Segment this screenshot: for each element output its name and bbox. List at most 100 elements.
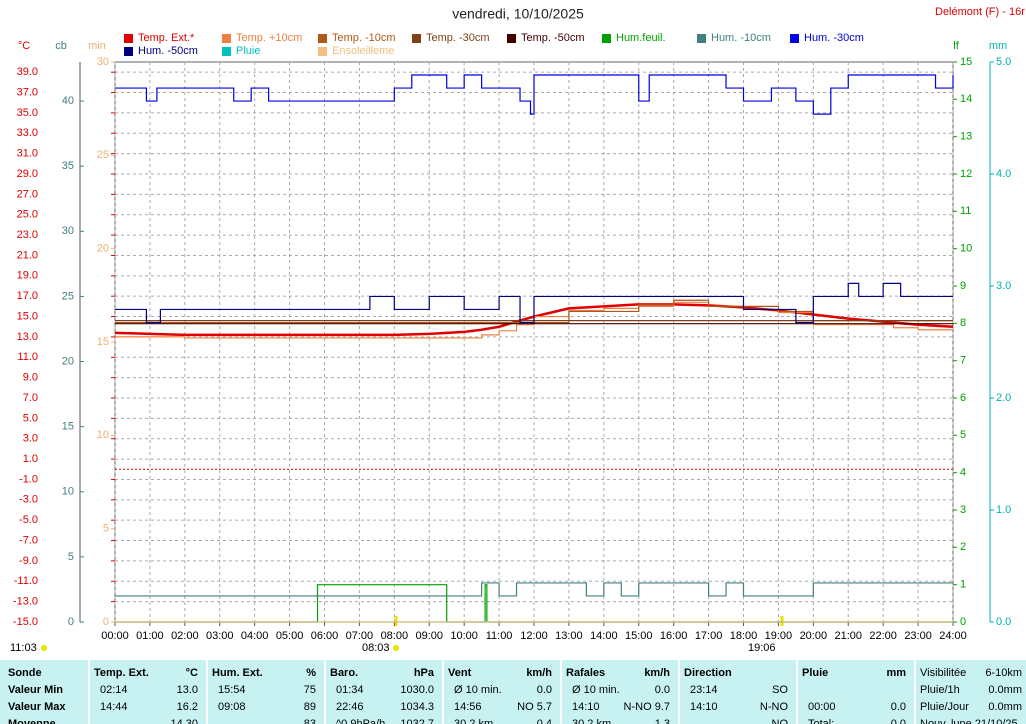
y-tick-label: 9.0 (23, 372, 38, 384)
table-cell: mm (886, 667, 906, 679)
table-cell: 83 (303, 718, 316, 724)
legend-label: Temp. -50cm (521, 32, 585, 44)
y-tick-label: 35.0 (17, 107, 38, 119)
table-cell: 15:54 (218, 684, 246, 696)
y-tick-label: 3.0 (23, 433, 38, 445)
table-cell: Moyenne (8, 718, 56, 724)
table-cell: Pluie/1h (920, 684, 960, 696)
legend-label: Temp. -30cm (426, 32, 490, 44)
legend-swatch (507, 34, 516, 43)
legend-label: Hum.feuil. (616, 32, 666, 44)
x-tick-label: 01:00 (136, 630, 164, 642)
series-line (115, 282, 953, 324)
table-cell: Ø 10 min. (572, 684, 620, 696)
y-tick-label: 25 (97, 149, 109, 161)
y-tick-label: 0 (68, 616, 74, 628)
table-cell: Hum. Ext. (212, 667, 263, 679)
y-tick-label: 13 (960, 131, 972, 143)
x-tick-label: 10:00 (450, 630, 478, 642)
y-tick-label: 0 (960, 616, 966, 628)
x-tick-label: 22:00 (869, 630, 897, 642)
table-cell: Ø 10 min. (454, 684, 502, 696)
y-tick-label: 10 (62, 486, 74, 498)
y-tick-label: 13.0 (17, 331, 38, 343)
y-tick-label: 33.0 (17, 127, 38, 139)
y-tick-label: 25 (62, 290, 74, 302)
table-cell: °C (185, 667, 198, 679)
legend-label: Hum. -50cm (138, 45, 198, 57)
table-cell: 14:10 (572, 701, 600, 713)
table-cell: 30.2 km (572, 718, 612, 724)
table-cell: Nouv. lune 21/10/25 (920, 718, 1018, 724)
station-name: Delémont (F) - 16r (935, 6, 1025, 18)
x-tick-label: 21:00 (834, 630, 862, 642)
y-tick-label: 25.0 (17, 209, 38, 221)
x-tick-label: 04:00 (241, 630, 269, 642)
y-tick-label: 27.0 (17, 188, 38, 200)
y-tick-label: 20 (62, 355, 74, 367)
y-tick-label: 9 (960, 280, 966, 292)
table-cell: Total: (808, 718, 835, 724)
x-tick-label: 03:00 (206, 630, 234, 642)
table-cell: 0.4 (536, 718, 552, 724)
y-tick-label: -15.0 (13, 616, 38, 628)
table-cell: 14:10 (690, 701, 718, 713)
y-tick-label: 1.0 (23, 453, 38, 465)
y-tick-label: 30 (62, 225, 74, 237)
column-separator (88, 660, 90, 724)
table-cell: Valeur Min (8, 684, 64, 696)
y-tick-label: 0.0 (996, 616, 1011, 628)
table-cell: 14:44 (100, 701, 128, 713)
table-cell: N-NO 9.7 (623, 701, 670, 713)
table-cell: 01:34 (336, 684, 364, 696)
table-cell: 22:46 (336, 701, 364, 713)
table-cell: N-NO (759, 701, 788, 713)
table-cell: Temp. Ext. (94, 667, 149, 679)
x-tick-label: 09:00 (415, 630, 443, 642)
legend-label: Pluie (236, 45, 260, 57)
table-cell: hPa (413, 667, 434, 679)
table-cell: km/h (644, 667, 670, 679)
x-tick-label: 18:00 (730, 630, 758, 642)
y-tick-label: 15.0 (17, 310, 38, 322)
table-cell: 09:08 (218, 701, 246, 713)
y-tick-label: 7 (960, 355, 966, 367)
legend-swatch (790, 34, 799, 43)
y-tick-label: 40 (62, 95, 74, 107)
y-tick-label: 6 (960, 392, 966, 404)
chart: vendredi, 10/10/2025 Delémont (F) - 16r … (10, 6, 1025, 654)
table-cell: Direction (684, 667, 732, 679)
legend-label: Hum. -30cm (804, 32, 864, 44)
table-cell: 0.0 (890, 718, 906, 724)
legend-swatch (222, 34, 231, 43)
y-tick-label: 7.0 (23, 392, 38, 404)
table-cell: NO (771, 718, 789, 724)
y-tick-label: 5 (68, 551, 74, 563)
column-separator (206, 660, 208, 724)
axis-unit: min (88, 40, 106, 52)
y-tick-label: 2 (960, 541, 966, 553)
table-cell: 1034.3 (400, 701, 434, 713)
table-cell: 0.0mm (988, 684, 1022, 696)
x-tick-label: 23:00 (904, 630, 932, 642)
y-tick-label: 5.0 (996, 56, 1011, 68)
x-tick-label: 07:00 (346, 630, 374, 642)
table-cell: 1.3 (654, 718, 670, 724)
table-cell: Baro. (330, 667, 359, 679)
table-cell: 30.2 km (454, 718, 494, 724)
table-cell: 00:00 (808, 701, 836, 713)
y-tick-label: 4.0 (996, 168, 1011, 180)
y-tick-label: -5.0 (19, 514, 38, 526)
column-separator (324, 660, 326, 724)
y-tick-label: 5 (103, 523, 109, 535)
y-tick-label: 39.0 (17, 66, 38, 78)
y-tick-label: 5.0 (23, 412, 38, 424)
legend-swatch (412, 34, 421, 43)
table-cell: ^0.9hPa/h (336, 718, 386, 724)
x-tick-label: 02:00 (171, 630, 199, 642)
series-line (115, 74, 954, 115)
x-tick-label: 06:00 (311, 630, 339, 642)
x-tick-label: 17:00 (695, 630, 723, 642)
y-tick-label: 15 (62, 421, 74, 433)
